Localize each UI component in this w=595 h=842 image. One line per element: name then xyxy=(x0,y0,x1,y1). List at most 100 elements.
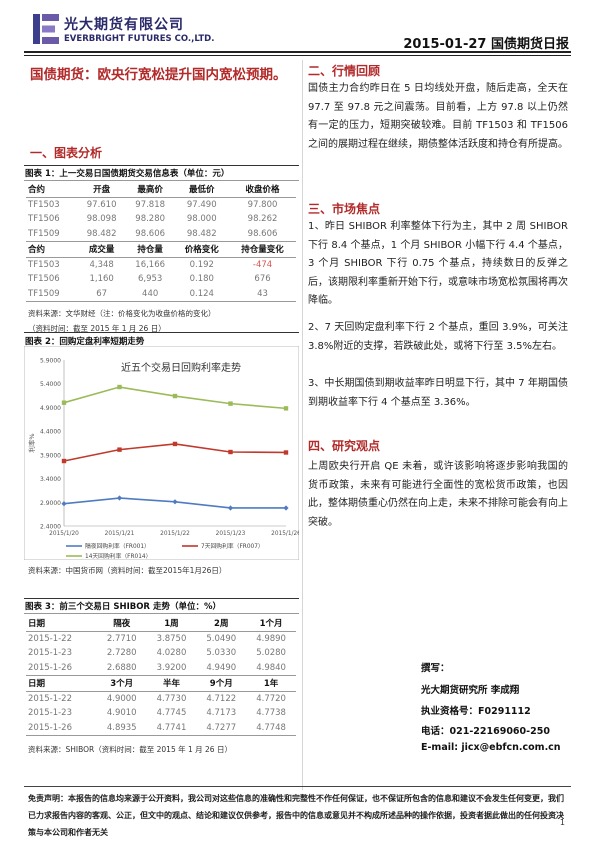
caption-rule xyxy=(24,165,299,166)
table-cell: 440 xyxy=(125,286,175,302)
table-cell: 价格变化 xyxy=(174,241,230,258)
table-cell: 合约 xyxy=(26,241,78,258)
table-row: 2015-1-22 2.7710 3.8750 5.0490 4.9890 xyxy=(26,631,296,646)
y-tick-label: 5.4000 xyxy=(40,381,61,388)
data-point xyxy=(228,401,233,406)
table-row: 2015-1-23 2.7280 4.0280 5.0330 5.0280 xyxy=(26,646,296,661)
table-cell: 9个月 xyxy=(196,675,247,692)
x-tick-label: 2015/1/23 xyxy=(216,531,246,537)
chart-title: 近五个交易日回购利率走势 xyxy=(121,361,241,374)
data-point xyxy=(228,449,233,455)
table-row: 2015-1-26 2.6880 3.9200 4.9490 4.9840 xyxy=(26,660,296,676)
legend-entry: 7天回购利率（FR007） xyxy=(201,542,264,550)
table-cell: 97.800 xyxy=(247,199,278,210)
author-name: 光大期货研究所 李成翔 xyxy=(421,685,520,696)
table-cell: 4.9010 xyxy=(106,708,137,719)
table-cell: 最低价 xyxy=(174,182,230,198)
table-cell: 97.610 xyxy=(86,199,117,210)
disclaimer-text: 免责声明：本报告的信息均来源于公开资料，我公司对这些信息的准确性和完整性不作任何… xyxy=(28,794,564,837)
data-point xyxy=(116,495,123,501)
table-cell: 4.7173 xyxy=(206,708,237,719)
table-cell: 4.7730 xyxy=(156,693,187,704)
table-cell: 4.7748 xyxy=(246,720,296,736)
table-cell: 1,160 xyxy=(89,274,114,285)
table-header-row: 日期 隔夜 1周 2周 1个月 xyxy=(26,616,296,632)
section-heading-focus: 三、市场焦点 xyxy=(308,202,381,216)
column-divider xyxy=(302,60,303,790)
data-point xyxy=(117,447,122,452)
table-cell: 持仓量变化 xyxy=(229,241,296,258)
table-cell: 4.7122 xyxy=(206,693,237,704)
table1-date-note: （资料时间：截至 2015 年 1 月 26 日） xyxy=(28,324,166,333)
table-cell: 2015-1-23 xyxy=(28,708,72,719)
chart-caption: 图表 2：回购定盘利率短期走势 xyxy=(25,337,145,347)
table-cell: 43 xyxy=(229,286,296,302)
report-title: 国债期货：欧央行宽松提升国内宽松预期。 xyxy=(30,67,287,83)
table-cell: 4.7720 xyxy=(256,693,286,704)
table-cell: 16,166 xyxy=(135,259,166,270)
repo-rate-chart: 近五个交易日回购利率走势 2.4000 2.9000 3.4000 3.9000 4.40… xyxy=(23,345,301,561)
table-cell: 2015-1-22 xyxy=(28,633,72,644)
table1-caption: 图表 1：上一交易日国债期货交易信息表（单位：元） xyxy=(25,169,230,179)
table3-caption: 图表 3：前三个交易日 SHIBOR 走势（单位：%） xyxy=(25,602,221,612)
data-point xyxy=(117,384,122,390)
table-header-row: 合约 开盘 最高价 最低价 收盘价格 xyxy=(26,182,296,198)
caption-rule xyxy=(24,332,299,333)
table-cell: 98.098 xyxy=(86,214,117,225)
table-cell: 2.6880 xyxy=(96,660,147,676)
focus-item-3: 3、中长期国债到期收益率昨日明显下行，其中 7 年期国债到期收益率下行 4 个基… xyxy=(308,378,568,408)
table-cell: 97.818 xyxy=(135,199,166,210)
table-cell: 2.7280 xyxy=(106,648,137,659)
market-review-text: 国债主力合约昨日在 5 日均线处开盘，随后走高，全天在 97.7 至 97.8 … xyxy=(308,83,568,150)
data-point xyxy=(61,458,67,464)
table-cell: 98.606 xyxy=(125,226,175,242)
table-row: TF1509 98.482 98.606 98.482 98.606 xyxy=(26,226,296,242)
table-row: TF1506 98.098 98.280 98.000 98.262 xyxy=(26,212,296,227)
table-cell: 1年 xyxy=(246,675,296,692)
section-heading-view: 四、研究观点 xyxy=(308,439,381,453)
table-cell: 4.7277 xyxy=(196,720,247,736)
data-point xyxy=(172,441,178,447)
section-heading-charts: 一、图表分析 xyxy=(30,146,103,160)
research-view-text: 上周欧央行开启 QE 未着，或许该影响将逐步影响我国的货币政策，未来有可能进行全… xyxy=(308,461,568,528)
table-cell: 3.8750 xyxy=(156,633,187,644)
table-cell: 4.9000 xyxy=(106,693,137,704)
table-cell: 6,953 xyxy=(137,274,163,285)
y-axis-label: 利率% xyxy=(27,433,36,452)
x-tick-label: 2015/1/21 xyxy=(105,531,135,537)
x-tick-label: 2015/1/26 xyxy=(271,531,299,537)
table-cell: 98.280 xyxy=(135,214,166,225)
header-rule xyxy=(24,51,571,53)
table-cell: 0.180 xyxy=(189,274,214,285)
focus-item-1: 1、昨日 SHIBOR 利率整体下行为主，其中 2 周 SHIBOR 下行 8.… xyxy=(308,221,568,307)
table-header-row: 合约 成交量 持仓量 价格变化 持仓量变化 xyxy=(26,241,296,258)
table-cell: 成交量 xyxy=(77,241,126,258)
table-cell: -474 xyxy=(252,259,273,270)
table-cell: 4.9890 xyxy=(256,633,286,644)
y-tick-label: 3.4000 xyxy=(40,476,61,483)
chart-source-note: 资料来源：中国货币网（资料时间：截至2015年1月26日） xyxy=(28,566,227,575)
x-tick-label: 2015/1/20 xyxy=(49,531,79,537)
table-cell: 2.7710 xyxy=(106,633,137,644)
brand-name-cn: 光大期货有限公司 xyxy=(64,17,184,33)
data-point xyxy=(61,400,67,405)
table-cell: 67 xyxy=(77,286,126,302)
table-cell: 2周 xyxy=(196,616,247,632)
footer-rule xyxy=(24,786,571,787)
shibor-table: 日期 隔夜 1周 2周 1个月 2015-1-22 2.7710 3.8750 5.0490 4.… xyxy=(26,616,296,736)
email-address: E-mail: jicx@ebfcn.com.cn xyxy=(421,742,561,753)
table-cell: 0.192 xyxy=(189,259,214,270)
table-cell: 隔夜 xyxy=(96,616,147,632)
table-cell: 开盘 xyxy=(77,182,126,198)
table-cell: 2015-1-23 xyxy=(28,648,72,659)
y-tick-label: 5.9000 xyxy=(40,358,61,365)
table-cell: 4.8935 xyxy=(96,720,147,736)
futures-trading-table: 合约 开盘 最高价 最低价 收盘价格 TF1503 97.610 97.818 97.490 97… xyxy=(26,182,296,302)
y-tick-label: 4.9000 xyxy=(40,405,61,412)
table-cell: 日期 xyxy=(26,616,97,632)
caption-rule xyxy=(24,613,299,614)
table-cell: 最高价 xyxy=(125,182,175,198)
focus-item-2: 2、7 天回购定盘利率下行 2 个基点，重回 3.9%，可关注 3.8%附近的支… xyxy=(308,322,568,352)
table-cell: 97.490 xyxy=(186,199,217,210)
table-cell: 合约 xyxy=(26,182,78,198)
